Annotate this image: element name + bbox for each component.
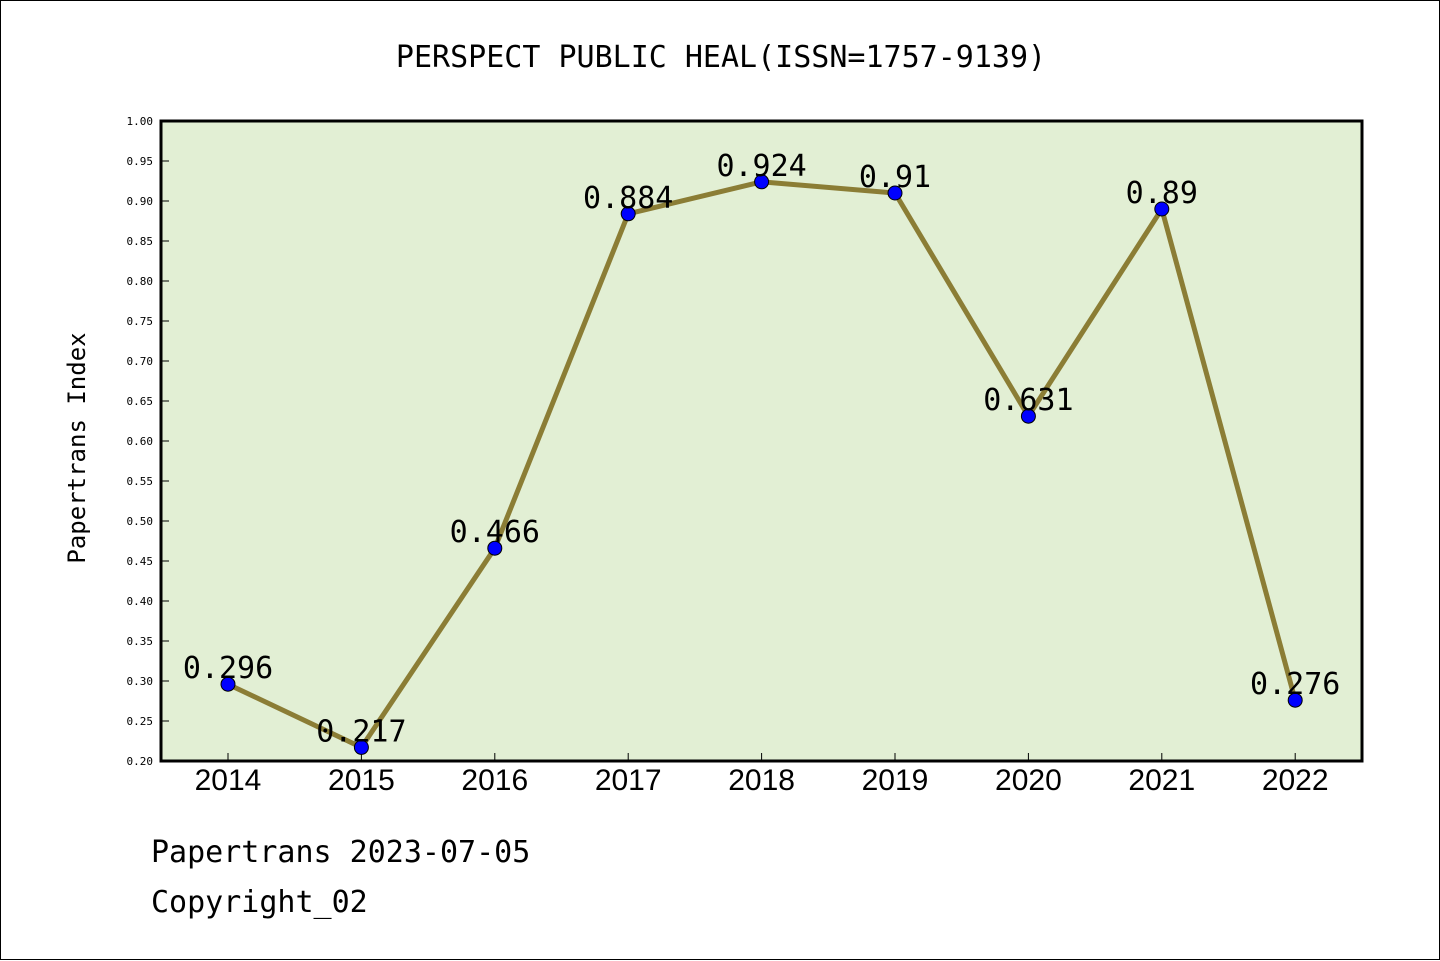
x-tick-label: 2015 bbox=[328, 764, 395, 797]
data-point-marker bbox=[1287, 692, 1303, 708]
y-tick-label: 0.50 bbox=[127, 515, 154, 528]
data-label: 0.296 bbox=[183, 651, 273, 686]
data-label: 0.91 bbox=[859, 160, 931, 195]
y-tick-label: 0.55 bbox=[127, 475, 154, 488]
data-point-marker bbox=[220, 676, 236, 692]
y-tick-label: 0.65 bbox=[127, 395, 154, 408]
y-tick-label: 0.85 bbox=[127, 235, 154, 248]
x-tick-label: 2022 bbox=[1262, 764, 1329, 797]
data-label: 0.89 bbox=[1126, 176, 1198, 211]
y-tick-label: 0.75 bbox=[127, 315, 154, 328]
x-tick-label: 2021 bbox=[1128, 764, 1195, 797]
plot-area bbox=[159, 119, 1364, 763]
data-point-marker bbox=[353, 739, 369, 755]
chart-title: PERSPECT PUBLIC HEAL(ISSN=1757-9139) bbox=[396, 40, 1046, 75]
data-point-marker bbox=[620, 206, 636, 222]
footer-copyright-line: Copyright_02 bbox=[151, 885, 368, 920]
y-tick-label: 0.80 bbox=[127, 275, 154, 288]
data-point-marker bbox=[887, 185, 903, 201]
data-points bbox=[220, 174, 1303, 755]
y-tick-label: 0.25 bbox=[127, 715, 154, 728]
data-label: 0.884 bbox=[583, 181, 673, 216]
data-point-marker bbox=[487, 540, 503, 556]
x-tick-label: 2020 bbox=[995, 764, 1062, 797]
data-point-marker bbox=[754, 174, 770, 190]
x-tick-label: 2014 bbox=[195, 764, 262, 797]
y-tick-label: 0.60 bbox=[127, 435, 154, 448]
y-tick-label: 0.20 bbox=[127, 755, 154, 768]
data-label: 0.631 bbox=[983, 383, 1073, 418]
y-tick-label: 0.70 bbox=[127, 355, 154, 368]
data-label: 0.924 bbox=[716, 149, 806, 184]
y-tick-label: 0.40 bbox=[127, 595, 154, 608]
y-axis-label: Papertrans Index bbox=[63, 332, 91, 563]
data-labels: 0.296 0.217 0.466 0.884 0.924 0.91 0.631 0.89 0.… bbox=[183, 149, 1341, 750]
y-tick-label: 0.45 bbox=[127, 555, 154, 568]
y-tick-label: 1.00 bbox=[127, 115, 154, 128]
y-tick-label: 0.30 bbox=[127, 675, 154, 688]
data-label: 0.217 bbox=[316, 714, 406, 749]
data-label: 0.276 bbox=[1250, 667, 1340, 702]
footer-date-line: Papertrans 2023-07-05 bbox=[151, 835, 531, 870]
x-axis-ticks: 2014 2015 2016 2017 2018 2019 2020 2021 2022 bbox=[195, 753, 1329, 797]
x-tick-label: 2017 bbox=[595, 764, 662, 797]
data-point-marker bbox=[1154, 201, 1170, 217]
y-axis-ticks: 0.20 0.25 0.30 0.35 0.40 0.45 0.50 0.55 0.60 0.65… bbox=[127, 115, 169, 768]
data-point-marker bbox=[1020, 408, 1036, 424]
y-tick-label: 0.35 bbox=[127, 635, 154, 648]
x-tick-label: 2019 bbox=[862, 764, 929, 797]
data-label: 0.466 bbox=[450, 515, 540, 550]
y-tick-label: 0.90 bbox=[127, 195, 154, 208]
x-tick-label: 2018 bbox=[728, 764, 795, 797]
y-tick-label: 0.95 bbox=[127, 155, 154, 168]
x-tick-label: 2016 bbox=[461, 764, 528, 797]
